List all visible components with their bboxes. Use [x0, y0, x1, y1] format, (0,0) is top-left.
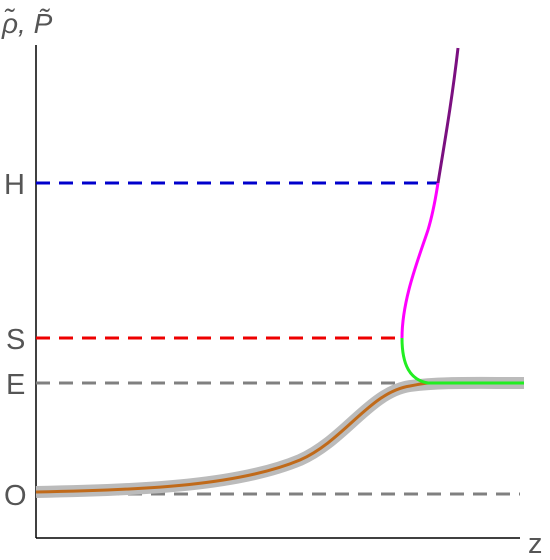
gray-band-curve	[35, 376, 525, 498]
orange-curve	[35, 381, 431, 494]
level-label-s: S	[6, 324, 25, 356]
purple-curve	[436, 47, 460, 184]
magenta-curve	[400, 182, 440, 339]
level-label-e: E	[6, 369, 25, 401]
green-curve	[400, 337, 524, 385]
y-axis-label: ρ̃, P̃	[1, 8, 53, 39]
level-label-h: H	[4, 169, 25, 201]
x-axis-label: z	[528, 528, 543, 560]
level-label-o: O	[4, 480, 27, 512]
